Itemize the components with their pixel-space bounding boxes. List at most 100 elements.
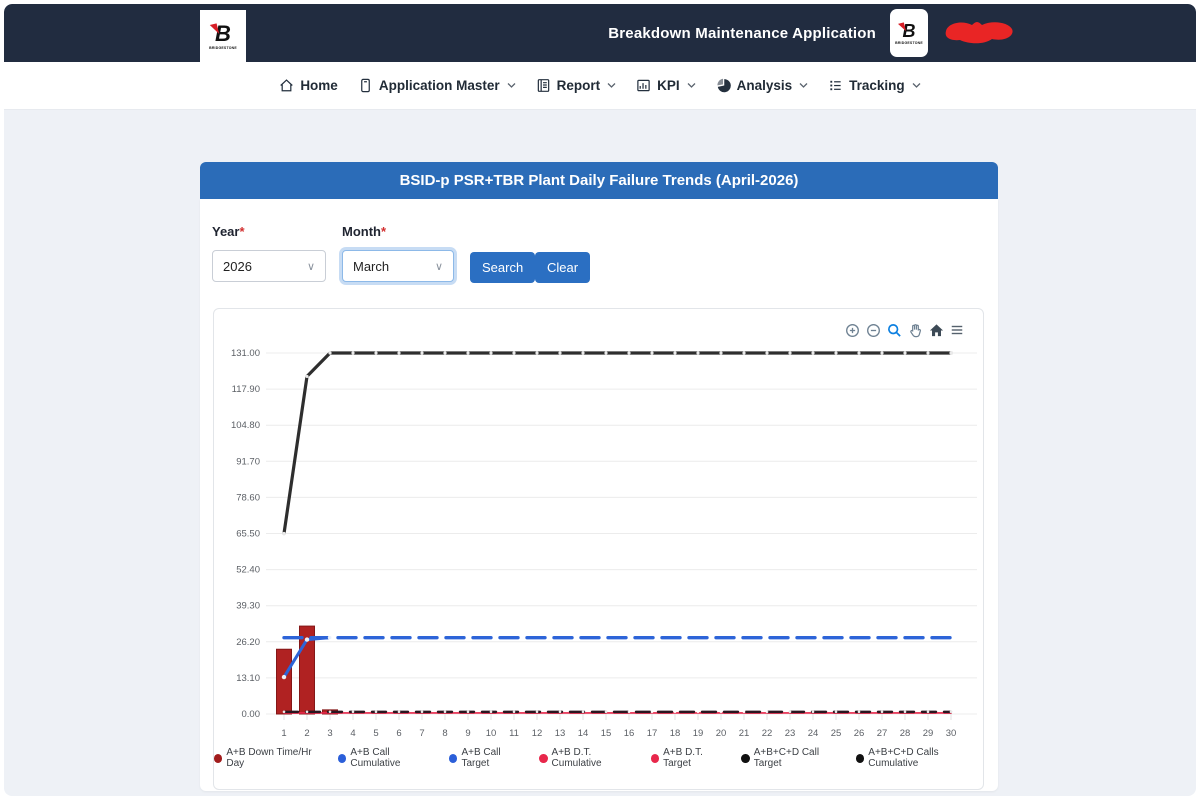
chart-toolbar: [844, 322, 965, 338]
svg-text:11: 11: [509, 728, 519, 739]
nav-item-report[interactable]: Report: [536, 78, 617, 93]
nav-label: Tracking: [849, 78, 905, 93]
legend-marker-icon: [214, 753, 223, 763]
nav-item-kpi[interactable]: KPI: [636, 78, 696, 93]
legend-label: A+B D.T. Cumulative: [551, 747, 602, 769]
svg-text:13.10: 13.10: [236, 673, 260, 684]
bridgestone-caption: BRIDGESTONE: [895, 40, 923, 45]
zoom-out-icon[interactable]: [865, 322, 881, 338]
svg-text:2: 2: [304, 728, 309, 739]
legend-marker-icon: [449, 753, 458, 763]
bridgestone-caption: BRIDGESTONE: [209, 46, 237, 50]
pan-icon[interactable]: [907, 322, 923, 338]
bridgestone-logo-small: B BRIDGESTONE: [890, 9, 928, 57]
nav-item-analysis[interactable]: Analysis: [716, 78, 809, 93]
svg-text:14: 14: [578, 728, 589, 739]
svg-text:30: 30: [946, 728, 957, 739]
application-master-icon: [360, 78, 370, 93]
chevron-down-icon: ∨: [434, 260, 443, 273]
clear-button[interactable]: Clear: [535, 252, 591, 283]
svg-text:26: 26: [854, 728, 865, 739]
report-icon: [537, 79, 549, 92]
menu-icon[interactable]: [949, 322, 965, 338]
svg-text:16: 16: [624, 728, 635, 739]
nav-label: KPI: [657, 78, 680, 93]
svg-text:131.00: 131.00: [231, 348, 260, 359]
legend-label: A+B+C+D Calls Cumulative: [868, 747, 939, 769]
selection-zoom-icon[interactable]: [886, 322, 902, 338]
panel-title-bar: BSID-p PSR+TBR Plant Daily Failure Trend…: [200, 162, 998, 199]
nav-item-tracking[interactable]: Tracking: [828, 78, 921, 93]
app-title: Breakdown Maintenance Application: [608, 24, 876, 42]
chevron-down-icon: [607, 83, 616, 88]
chevron-down-icon: [687, 83, 696, 88]
legend-marker-icon: [539, 753, 548, 763]
svg-text:13: 13: [555, 728, 566, 739]
legend-item[interactable]: A+B Down Time/Hr Day: [214, 747, 325, 769]
app-window: B BRIDGESTONE Breakdown Maintenance Appl…: [4, 4, 1196, 796]
svg-text:9: 9: [465, 728, 470, 739]
kpi-icon: [637, 79, 650, 92]
month-select[interactable]: March ∨: [342, 250, 454, 282]
chevron-down-icon: ∨: [306, 260, 315, 273]
bridgestone-b-icon: B: [897, 22, 916, 40]
svg-text:12: 12: [532, 728, 543, 739]
svg-text:104.80: 104.80: [231, 420, 260, 431]
nav-label: Analysis: [736, 78, 793, 93]
chart-canvas[interactable]: 131.00117.90104.8091.7078.6065.5052.4039…: [214, 309, 983, 789]
svg-text:19: 19: [693, 728, 704, 739]
svg-text:0.00: 0.00: [242, 709, 261, 720]
svg-text:15: 15: [601, 728, 612, 739]
svg-text:21: 21: [739, 728, 750, 739]
nav-item-application-master[interactable]: Application Master: [358, 78, 516, 93]
svg-text:26.20: 26.20: [236, 637, 260, 648]
svg-text:6: 6: [396, 728, 401, 739]
nav-label: Application Master: [378, 78, 500, 93]
chevron-down-icon: [799, 83, 808, 88]
svg-text:29: 29: [923, 728, 934, 739]
svg-text:24: 24: [808, 728, 819, 739]
svg-text:25: 25: [831, 728, 842, 739]
legend-label: A+B Down Time/Hr Day: [226, 747, 312, 769]
svg-text:18: 18: [670, 728, 681, 739]
tracking-icon: [830, 80, 841, 91]
legend-label: A+B Call Target: [461, 747, 501, 769]
bridgestone-logo: B BRIDGESTONE: [200, 10, 246, 63]
chevron-down-icon: [912, 83, 921, 88]
svg-text:39.30: 39.30: [236, 601, 260, 612]
legend-item[interactable]: A+B Call Cumulative: [338, 747, 436, 769]
panel-body: Year* 2026 ∨ Month* March ∨ Search Clear…: [200, 199, 998, 791]
svg-text:78.60: 78.60: [236, 492, 260, 503]
analysis-icon: [717, 78, 731, 93]
svg-text:117.90: 117.90: [232, 384, 260, 395]
legend-item[interactable]: A+B D.T. Target: [650, 747, 729, 769]
svg-text:8: 8: [442, 728, 447, 739]
home-icon: [280, 79, 294, 92]
year-select[interactable]: 2026 ∨: [212, 250, 326, 282]
svg-text:27: 27: [877, 728, 888, 739]
svg-text:1: 1: [281, 728, 286, 739]
year-select-value: 2026: [223, 258, 252, 274]
app-header: B BRIDGESTONE Breakdown Maintenance Appl…: [4, 4, 1196, 63]
svg-text:4: 4: [350, 728, 355, 739]
nav-item-home[interactable]: Home: [279, 78, 338, 93]
svg-text:91.70: 91.70: [236, 456, 260, 467]
svg-text:5: 5: [373, 728, 378, 739]
zoom-in-icon[interactable]: [844, 322, 860, 338]
legend-item[interactable]: A+B Call Target: [449, 747, 526, 769]
svg-text:52.40: 52.40: [236, 565, 260, 576]
nav-label: Report: [556, 78, 601, 93]
svg-text:17: 17: [647, 728, 658, 739]
month-label: Month*: [342, 224, 387, 239]
legend-item[interactable]: A+B D.T. Cumulative: [539, 747, 638, 769]
redacted-username-scribble: [945, 22, 1013, 44]
svg-text:3: 3: [327, 728, 332, 739]
chart-panel: 131.00 117.90 104.80 91.70 78.60 65.50 52.40 39…: [213, 308, 984, 790]
panel-title: BSID-p PSR+TBR Plant Daily Failure Trend…: [399, 172, 799, 189]
search-button[interactable]: Search: [470, 252, 536, 283]
legend-item[interactable]: A+B+C+D Calls Cumulative: [855, 747, 983, 769]
svg-text:28: 28: [900, 728, 911, 739]
home-reset-icon[interactable]: [928, 322, 944, 338]
legend-marker-icon: [741, 753, 750, 763]
legend-item[interactable]: A+B+C+D Call Target: [741, 747, 843, 769]
